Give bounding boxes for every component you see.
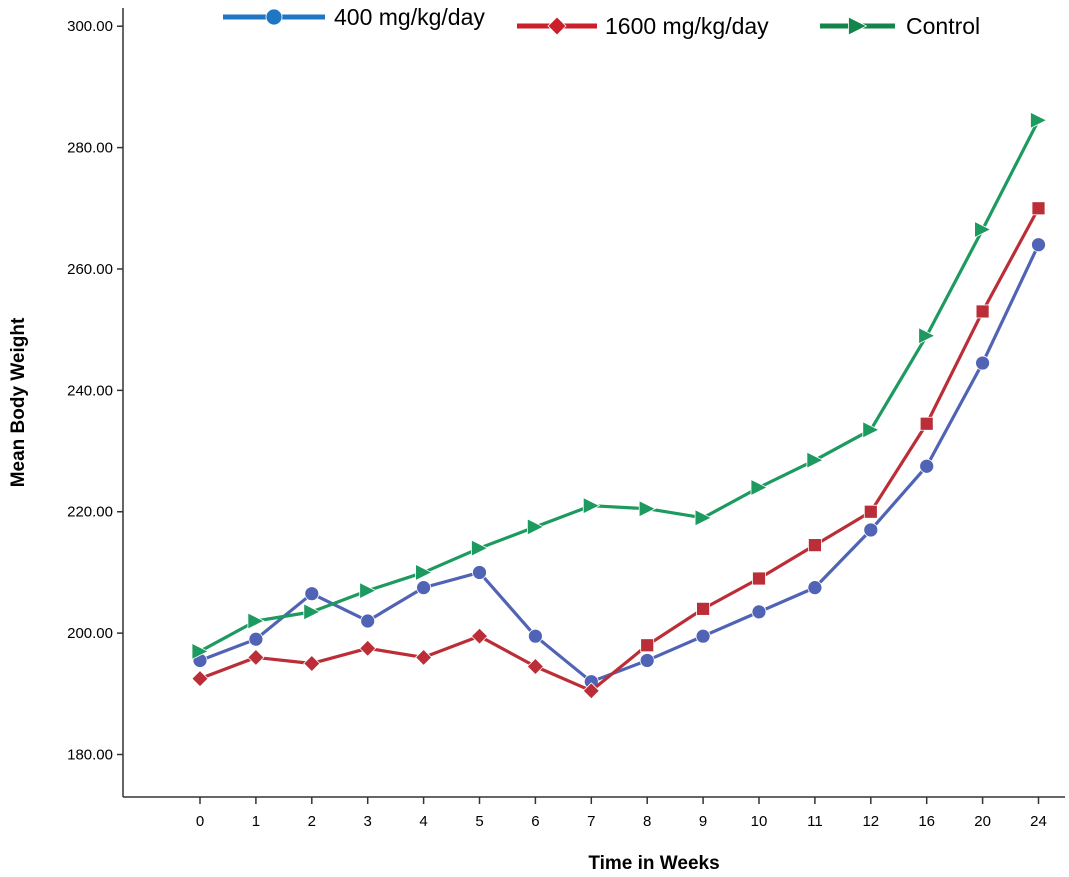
- data-point: [191, 642, 209, 660]
- series-line: [199, 119, 1040, 653]
- legend-label: 400 mg/kg/day: [334, 4, 485, 30]
- series-layer: [191, 111, 1048, 700]
- data-point: [526, 657, 544, 676]
- y-tick-label: 240.00: [67, 382, 113, 399]
- y-tick-label: 300.00: [67, 18, 113, 35]
- data-point: [415, 563, 433, 582]
- data-point: [918, 327, 936, 345]
- x-tick-label: 3: [364, 813, 372, 830]
- legend-swatch-marker: [848, 16, 868, 36]
- legend-label: 1600 mg/kg/day: [605, 13, 769, 39]
- legend-label: Control: [906, 13, 980, 39]
- data-point: [470, 627, 489, 645]
- data-point: [806, 451, 824, 469]
- series-line: [199, 207, 1040, 693]
- series-1: [192, 237, 1046, 690]
- data-point: [303, 603, 321, 621]
- data-point: [751, 604, 767, 620]
- data-point: [694, 509, 712, 527]
- data-point: [975, 304, 990, 319]
- data-point: [304, 586, 320, 602]
- x-tick-label: 2: [308, 813, 316, 830]
- x-tick-label: 9: [699, 813, 707, 830]
- x-tick-label: 10: [751, 813, 768, 830]
- data-point: [695, 628, 711, 644]
- data-point: [582, 497, 601, 515]
- data-point: [248, 631, 264, 647]
- data-point: [359, 581, 377, 600]
- data-point: [416, 580, 432, 596]
- y-tick-label: 280.00: [67, 140, 113, 157]
- data-point: [862, 421, 880, 439]
- data-point: [696, 601, 710, 616]
- y-ticks: 180.00 200.00 220.00 240.00 260.00 280.00 300.…: [67, 18, 123, 764]
- data-point: [415, 648, 433, 666]
- data-point: [1031, 201, 1046, 216]
- data-point: [640, 638, 655, 653]
- data-point: [750, 478, 768, 497]
- data-point: [863, 522, 879, 538]
- legend-swatch-marker: [265, 8, 283, 26]
- x-tick-label: 4: [419, 813, 427, 830]
- data-point: [863, 504, 878, 519]
- data-point: [1031, 237, 1046, 253]
- series-3: [191, 111, 1048, 660]
- data-point: [1030, 111, 1048, 129]
- series-2: [191, 201, 1046, 700]
- y-axis-title: Mean Body Weight: [8, 317, 29, 487]
- x-tick-label: 1: [252, 813, 260, 830]
- x-tick-label: 5: [475, 813, 483, 830]
- x-tick-label: 24: [1030, 813, 1047, 830]
- data-point: [752, 571, 766, 586]
- data-point: [638, 500, 657, 518]
- data-point: [975, 355, 990, 371]
- data-point: [303, 654, 321, 673]
- legend-item-1: 400 mg/kg/day: [223, 4, 485, 30]
- data-point: [527, 518, 545, 536]
- data-point: [808, 538, 822, 553]
- data-point: [360, 613, 376, 629]
- data-point: [974, 220, 992, 239]
- x-tick-label: 6: [531, 813, 539, 830]
- y-tick-label: 260.00: [67, 261, 113, 278]
- data-point: [807, 580, 823, 596]
- legend: 400 mg/kg/day 1600 mg/kg/day Control: [223, 4, 980, 39]
- y-tick-label: 180.00: [67, 747, 113, 764]
- x-tick-label: 16: [918, 813, 935, 830]
- data-point: [639, 653, 655, 668]
- x-tick-label: 20: [974, 813, 991, 830]
- data-point: [472, 565, 487, 580]
- x-tick-label: 8: [643, 813, 651, 830]
- data-point: [191, 670, 209, 688]
- data-point: [471, 539, 489, 557]
- data-point: [919, 458, 935, 474]
- legend-item-2: 1600 mg/kg/day: [517, 13, 769, 39]
- legend-swatch-marker: [547, 16, 567, 36]
- data-point: [359, 639, 377, 657]
- x-tick-label: 0: [196, 813, 204, 830]
- data-point: [528, 628, 543, 644]
- x-ticks: 0 1 2 3 4 5 6 7 8 9 10 11 12 16 20 24: [196, 797, 1047, 830]
- x-tick-label: 7: [587, 813, 595, 830]
- y-tick-label: 220.00: [67, 504, 113, 521]
- x-tick-label: 11: [807, 813, 823, 830]
- x-tick-label: 12: [862, 813, 879, 830]
- axes: [122, 8, 1065, 798]
- data-point: [582, 682, 600, 700]
- data-point: [247, 612, 265, 630]
- series-line: [199, 244, 1040, 684]
- legend-item-3: Control: [820, 13, 980, 39]
- data-point: [247, 648, 265, 666]
- x-axis-title: Time in Weeks: [588, 853, 719, 874]
- y-tick-label: 200.00: [67, 625, 113, 642]
- data-point: [919, 416, 934, 431]
